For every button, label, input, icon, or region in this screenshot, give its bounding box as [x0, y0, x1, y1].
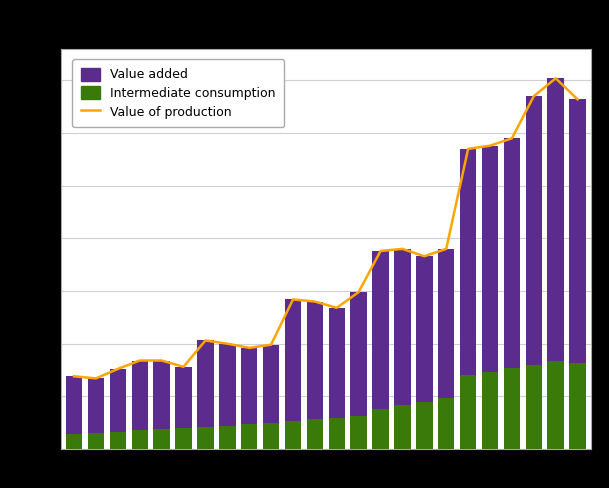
Bar: [328, 418, 345, 449]
Line: Value of production: Value of production: [74, 78, 577, 378]
Value of production: [114, 366, 121, 372]
Value of production: [311, 299, 319, 305]
Value of production: [530, 93, 538, 99]
Legend: Value added, Intermediate consumption, Value of production: Value added, Intermediate consumption, V…: [72, 59, 284, 127]
Bar: [110, 432, 126, 449]
Bar: [460, 149, 476, 375]
Value of production: [333, 305, 340, 311]
Value of production: [574, 97, 581, 102]
Bar: [482, 146, 498, 372]
Value of production: [509, 135, 516, 141]
Value of production: [465, 146, 472, 152]
Bar: [263, 423, 280, 449]
Bar: [372, 251, 389, 409]
Bar: [219, 344, 236, 426]
Bar: [197, 427, 214, 449]
Value of production: [245, 345, 253, 351]
Value of production: [267, 342, 275, 347]
Bar: [569, 100, 586, 363]
Value of production: [158, 358, 165, 364]
Bar: [482, 372, 498, 449]
Bar: [285, 300, 301, 421]
Bar: [350, 416, 367, 449]
Bar: [66, 434, 82, 449]
Value of production: [93, 375, 100, 381]
Bar: [285, 421, 301, 449]
Value of production: [289, 297, 297, 303]
Value of production: [487, 143, 494, 149]
Bar: [416, 402, 432, 449]
Bar: [132, 430, 148, 449]
Bar: [175, 428, 192, 449]
Bar: [438, 249, 454, 398]
Value of production: [355, 289, 362, 295]
Bar: [350, 292, 367, 416]
Bar: [394, 405, 410, 449]
Bar: [88, 433, 104, 449]
Bar: [175, 367, 192, 428]
Value of production: [443, 246, 450, 252]
Value of production: [399, 246, 406, 252]
Bar: [219, 426, 236, 449]
Bar: [526, 365, 542, 449]
Bar: [372, 409, 389, 449]
Bar: [526, 96, 542, 365]
Bar: [416, 256, 432, 402]
Value of production: [136, 358, 143, 364]
Bar: [110, 369, 126, 432]
Bar: [438, 398, 454, 449]
Bar: [241, 348, 258, 424]
Bar: [132, 361, 148, 430]
Bar: [394, 249, 410, 405]
Value of production: [180, 364, 187, 370]
Value of production: [377, 248, 384, 254]
Value of production: [224, 341, 231, 346]
Bar: [569, 363, 586, 449]
Bar: [153, 429, 170, 449]
Bar: [328, 308, 345, 418]
Value of production: [202, 338, 209, 344]
Bar: [66, 376, 82, 434]
Bar: [307, 302, 323, 420]
Bar: [153, 361, 170, 429]
Bar: [460, 375, 476, 449]
Bar: [263, 345, 280, 423]
Value of production: [421, 253, 428, 259]
Bar: [307, 420, 323, 449]
Bar: [197, 341, 214, 427]
Bar: [547, 361, 564, 449]
Bar: [504, 138, 520, 368]
Value of production: [552, 75, 559, 81]
Bar: [547, 78, 564, 361]
Bar: [504, 368, 520, 449]
Bar: [241, 424, 258, 449]
Value of production: [71, 373, 78, 379]
Bar: [88, 378, 104, 433]
